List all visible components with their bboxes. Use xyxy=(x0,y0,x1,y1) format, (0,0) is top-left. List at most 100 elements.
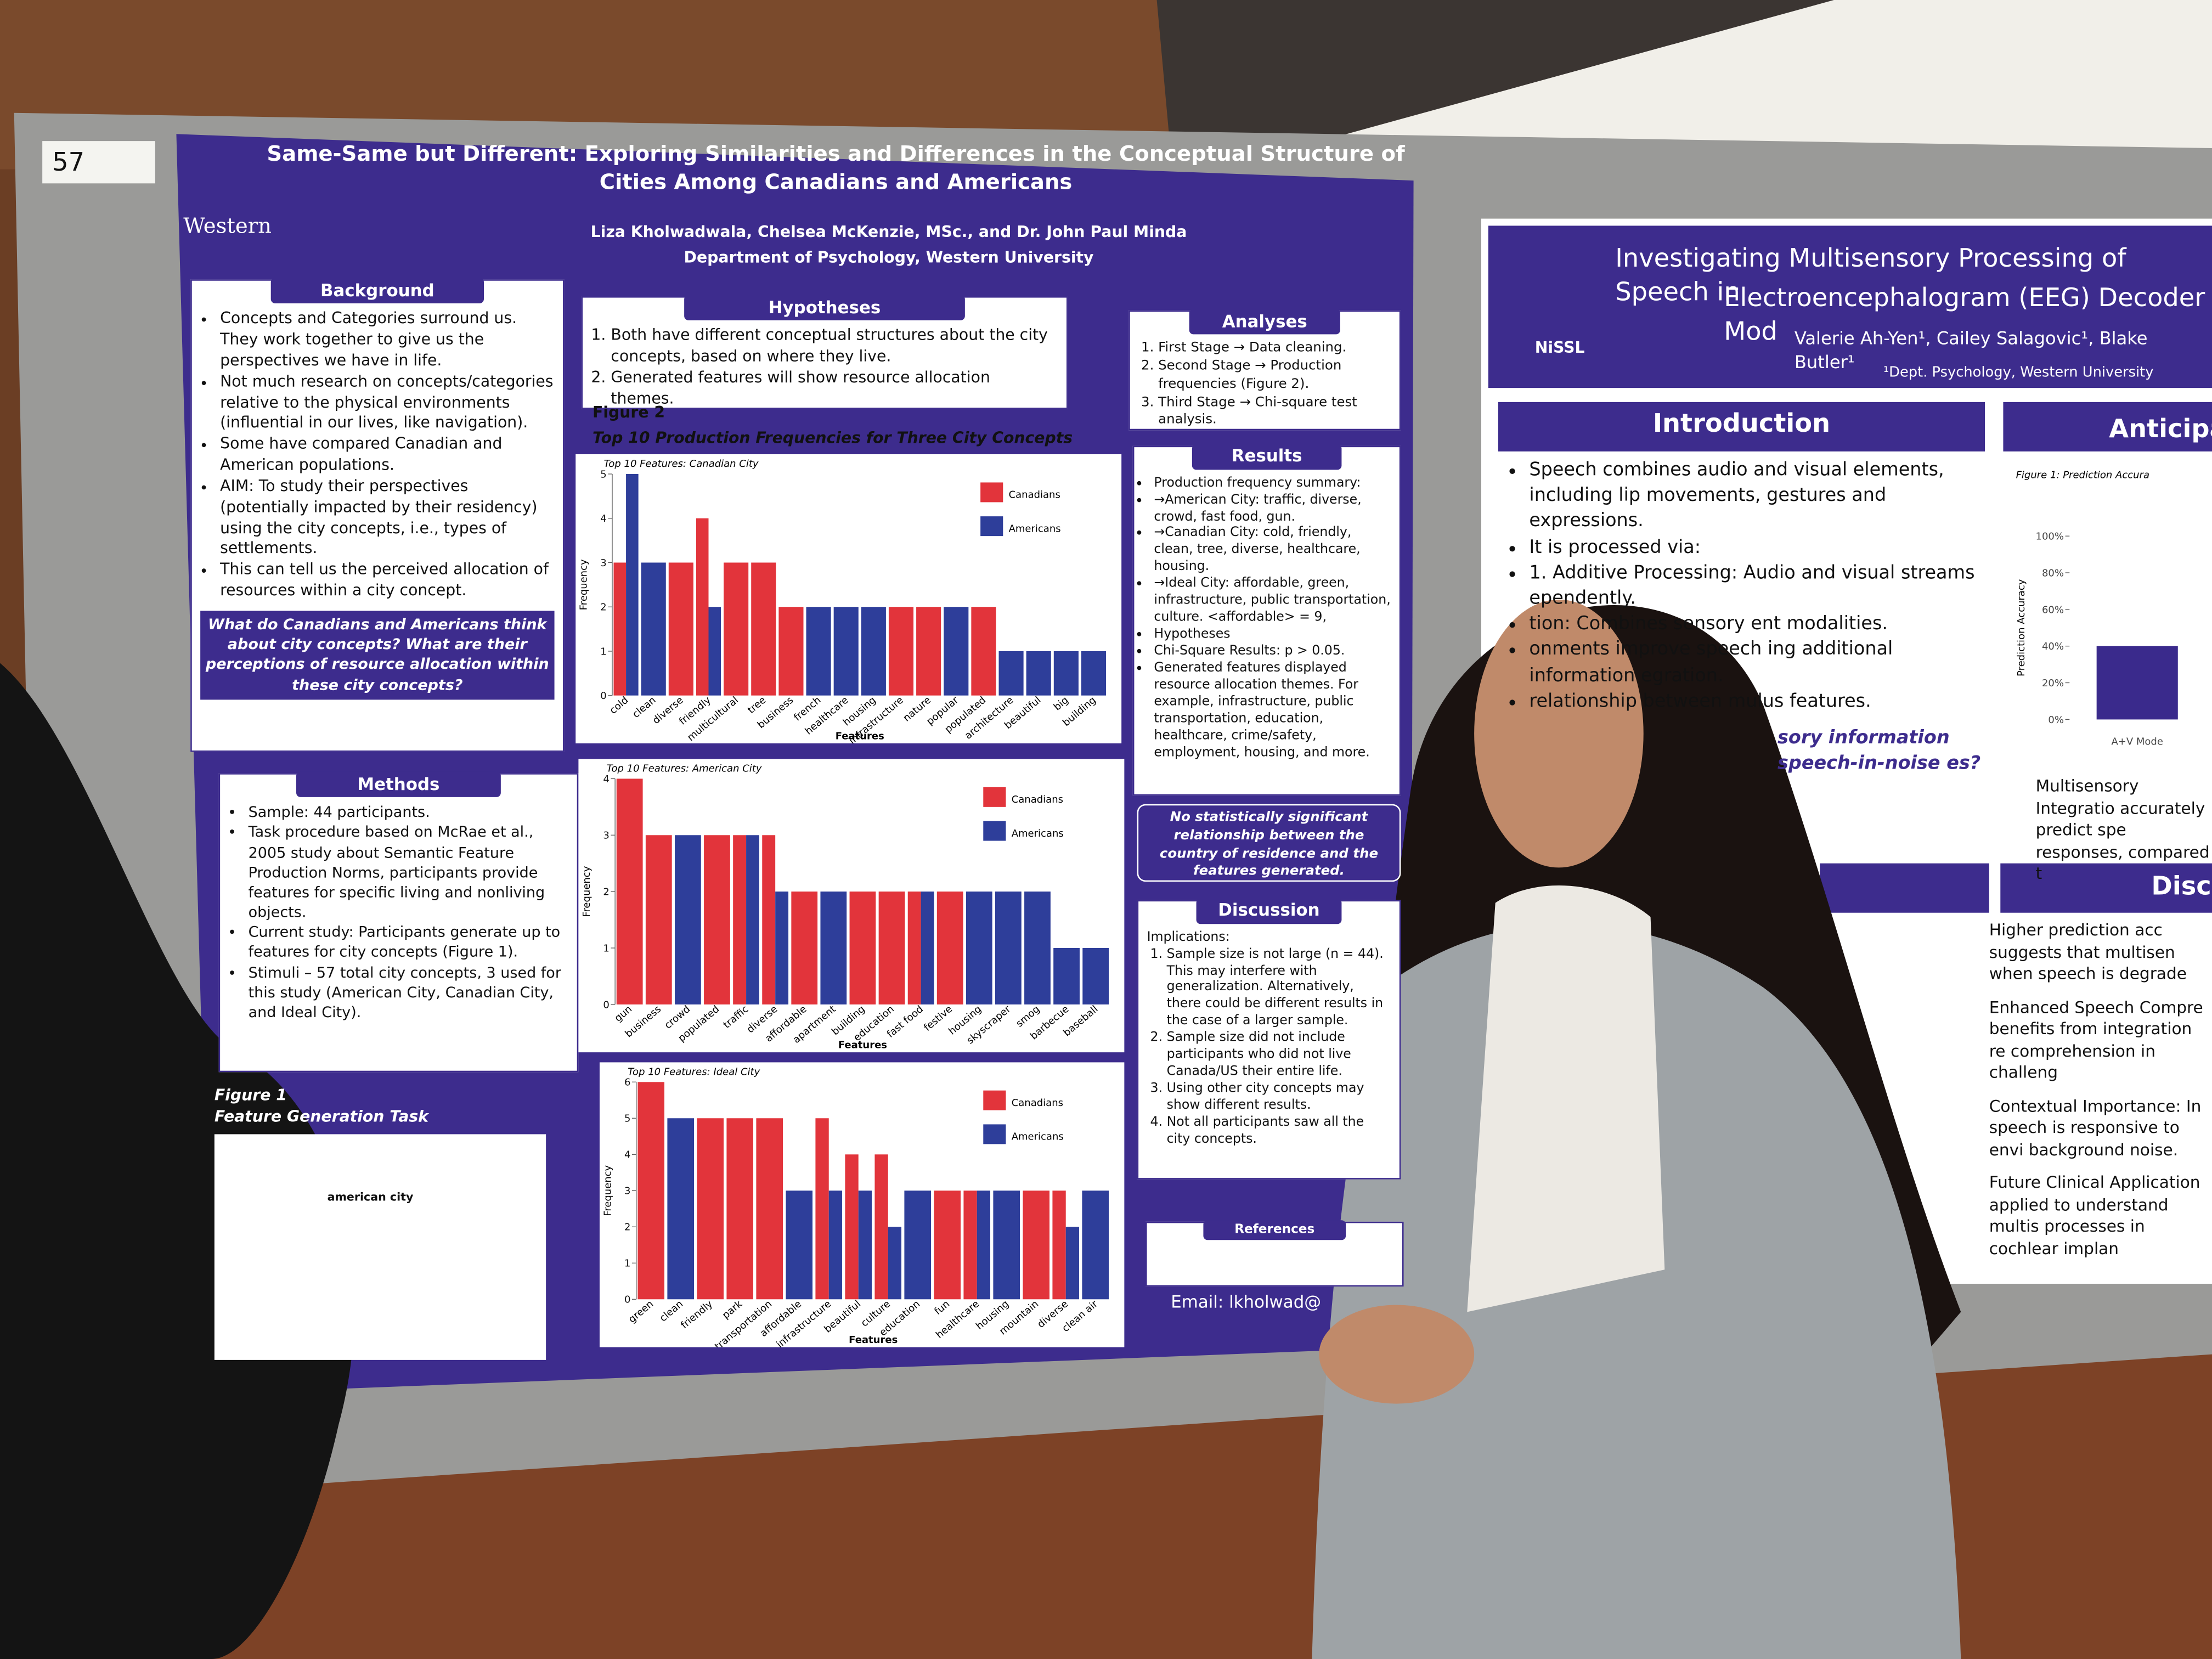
bar xyxy=(904,1190,932,1300)
y-tick-label: 3 xyxy=(600,557,606,569)
list-item: Enhanced Speech Compre benefits from int… xyxy=(1989,996,2203,1082)
legend-swatch xyxy=(983,1124,1006,1144)
y-tick-label: 20% xyxy=(2042,678,2064,689)
bar xyxy=(637,1082,665,1300)
y-tick-label: 4 xyxy=(600,513,606,524)
section-heading: Anticipat xyxy=(2109,415,2212,444)
y-axis-label: Prediction Accuracy xyxy=(2016,579,2027,676)
bar xyxy=(733,835,747,1005)
poster-title: Investigating Multisensory Processing of… xyxy=(1615,244,2126,308)
bar xyxy=(704,835,730,1005)
email: Email: lkholwad@ xyxy=(1171,1292,1322,1312)
conclusion: No statistically significant relationshi… xyxy=(1137,804,1401,882)
bar xyxy=(993,1190,1020,1300)
list-item: First Stage → Data cleaning. xyxy=(1158,340,1391,358)
y-tick-label: 3 xyxy=(624,1186,630,1197)
list-item: →Canadian City: cold, friendly, clean, t… xyxy=(1154,526,1391,576)
list-item: Some have compared Canadian and American… xyxy=(220,435,554,477)
list: Sample size is not large (n = 44). This … xyxy=(1147,946,1391,1148)
list-item: tion: Combines sensory ent modalities. xyxy=(1529,612,1982,638)
list-item: Sample size did not include participants… xyxy=(1167,1030,1391,1081)
discussion-header xyxy=(2000,863,2212,913)
legend-swatch xyxy=(980,482,1003,503)
background-panel: Background Concepts and Categories surro… xyxy=(190,278,565,752)
section-heading: Methods xyxy=(296,771,501,798)
bar xyxy=(641,562,666,696)
bar-chart: Top 10 Features: American City Frequency F… xyxy=(578,759,1125,1053)
list-item: It is processed via: xyxy=(1529,535,1982,561)
list-item: Production frequency summary: xyxy=(1154,475,1391,492)
intro-text: Speech combines audio and visual element… xyxy=(1509,459,1982,778)
bar xyxy=(746,835,759,1005)
y-tick-label: 100% xyxy=(2036,531,2064,543)
list-item: Not much research on concepts/categories… xyxy=(220,372,554,435)
bar xyxy=(820,891,847,1005)
bar xyxy=(697,1118,724,1300)
bar xyxy=(1024,891,1051,1005)
bar xyxy=(2096,646,2178,720)
legend-label: Canadians xyxy=(1012,794,1063,805)
bar xyxy=(1023,1190,1050,1300)
list-item: Sample: 44 participants. xyxy=(249,803,569,823)
y-tick-label: 80% xyxy=(2042,567,2064,579)
chart-title: Top 10 Features: Ideal City xyxy=(628,1066,760,1077)
y-tick-label: 3 xyxy=(603,830,609,842)
list-item: AIM: To study their perspectives (potent… xyxy=(220,477,554,561)
bar-chart: Top 10 Features: Canadian City Frequency F… xyxy=(575,454,1122,744)
bar xyxy=(626,474,639,696)
references-panel: References xyxy=(1146,1220,1404,1287)
department: Department of Psychology, Western Univer… xyxy=(684,248,1094,267)
y-tick-label: 0% xyxy=(2048,714,2064,726)
list-item: relationship between mulus features. xyxy=(1529,690,1982,715)
bar xyxy=(1082,948,1109,1005)
bar xyxy=(1065,1227,1080,1300)
list: First Stage → Data cleaning.Second Stage… xyxy=(1138,340,1391,431)
bar xyxy=(861,607,886,696)
list: Production frequency summary:→American C… xyxy=(1143,475,1391,762)
list-item: Task procedure based on McRae et al., 20… xyxy=(249,823,569,923)
y-tick-label: 4 xyxy=(603,774,609,785)
y-tick-label: 1 xyxy=(624,1258,630,1269)
list-item: Third Stage → Chi-square test analysis. xyxy=(1158,394,1391,431)
section-heading: Introduction xyxy=(1652,409,1831,439)
intro-header xyxy=(1498,402,1985,452)
bar xyxy=(907,891,921,1005)
affiliation: ¹Dept. Psychology, Western University xyxy=(1883,365,2154,381)
bar xyxy=(778,607,804,696)
list: Sample: 44 participants.Task procedure b… xyxy=(229,803,569,1023)
figure1: Figure 1 Feature Generation Task america… xyxy=(214,1086,546,1375)
bar xyxy=(845,1154,859,1300)
section-heading: Background xyxy=(271,278,484,304)
legend-swatch xyxy=(983,821,1006,841)
legend-swatch xyxy=(983,787,1006,807)
bar xyxy=(874,1154,888,1300)
anticipated-note: Multisensory Integratio accurately predi… xyxy=(2035,776,2210,883)
figure-label: Figure 1 xyxy=(214,1086,287,1105)
right-poster-header xyxy=(1488,225,2212,388)
bar xyxy=(791,891,818,1005)
bar xyxy=(858,1190,872,1300)
bar xyxy=(971,607,996,696)
section-heading: Hypotheses xyxy=(684,295,965,321)
section-heading: Results xyxy=(1192,444,1341,470)
chart-title: Figure 1: Prediction Accura xyxy=(2016,470,2149,481)
question: sory information speech-in-noise es? xyxy=(1778,727,1981,775)
bar xyxy=(833,607,859,696)
bar xyxy=(815,1118,829,1300)
bar xyxy=(998,651,1024,696)
y-axis-label: Frequency xyxy=(602,1165,613,1216)
bar xyxy=(775,891,789,1005)
left-person xyxy=(0,663,355,1659)
bar xyxy=(916,607,941,696)
list: Higher prediction acc suggests that mult… xyxy=(1989,920,2212,1260)
y-tick-label: 5 xyxy=(624,1113,630,1125)
y-tick-label: 0 xyxy=(600,690,606,702)
authors: Liza Kholwadwala, Chelsea McKenzie, MSc.… xyxy=(590,223,1187,241)
bar-chart: Figure 1: Prediction Accura Prediction Ac… xyxy=(2010,458,2212,762)
poster-title: Same-Same but Different: Exploring Simil… xyxy=(267,141,1405,194)
x-tick-label: A+V Mode xyxy=(2111,736,2163,748)
bar xyxy=(756,1118,783,1300)
bar xyxy=(667,1118,695,1300)
x-axis-label: Features xyxy=(836,730,884,742)
